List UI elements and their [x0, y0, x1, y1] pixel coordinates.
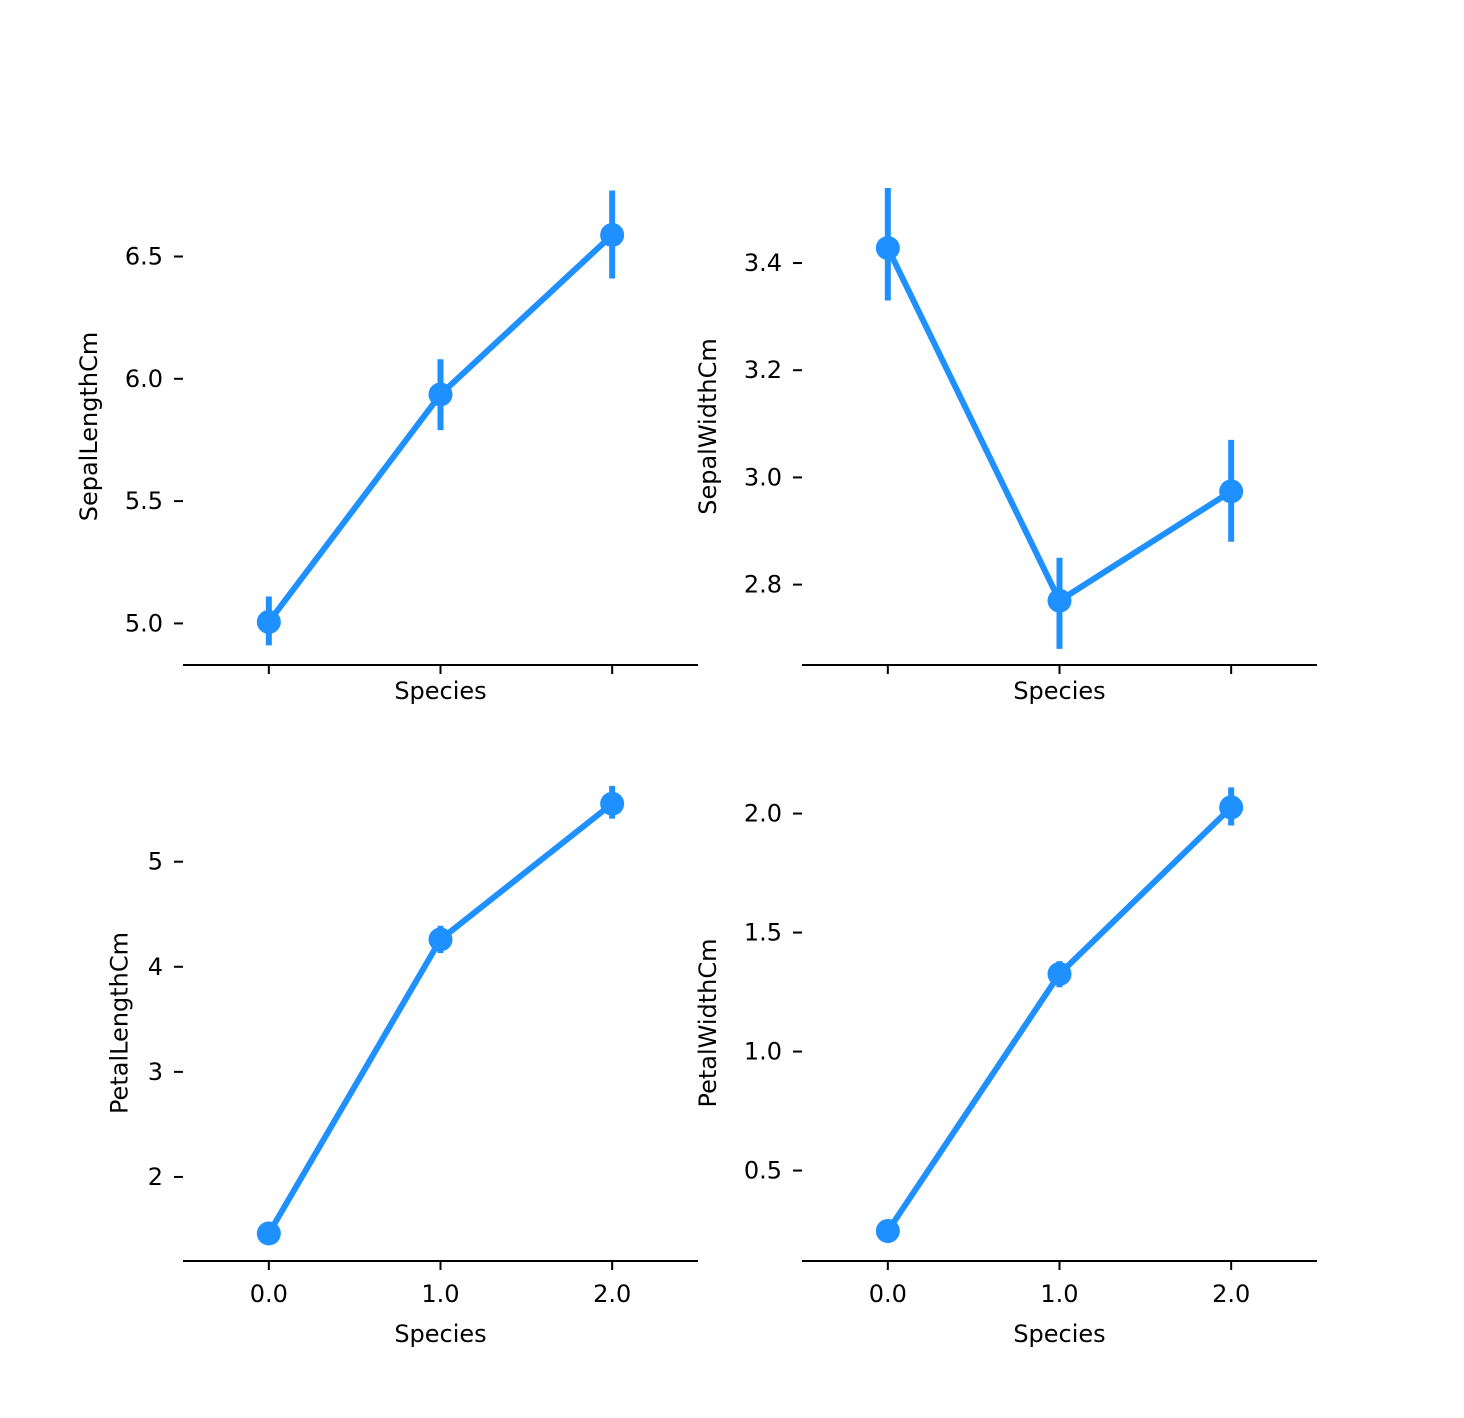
y-tick-label: 4: [148, 953, 163, 981]
y-tick-label: 1.0: [744, 1038, 782, 1066]
y-tick-label: 3.2: [744, 356, 782, 384]
chart-panel-4: 0.0 1.0 2.0 Species 0.5 1.0 1.5 2.0 PetalWidthCm: [694, 787, 1317, 1348]
x-tick-label: 2.0: [593, 1280, 631, 1308]
x-axis-label: Species: [1013, 677, 1105, 705]
data-point: [875, 236, 900, 261]
data-point: [428, 927, 453, 952]
x-tick-label: 2.0: [1212, 1280, 1250, 1308]
data-point: [256, 609, 281, 634]
y-axis-label: SepalLengthCm: [75, 332, 103, 522]
data-point: [1047, 588, 1072, 613]
data-point: [1047, 961, 1072, 986]
x-tick-label: 0.0: [869, 1280, 907, 1308]
y-axis-label: SepalWidthCm: [694, 338, 722, 514]
y-tick-label: 5: [148, 848, 163, 876]
chart-panel-2: Species 2.8 3.0 3.2 3.4 SepalWidthCm: [694, 188, 1317, 705]
x-tick-label: 1.0: [1040, 1280, 1078, 1308]
data-point: [1219, 795, 1244, 820]
data-point: [600, 222, 625, 247]
x-tick-label: 0.0: [250, 1280, 288, 1308]
y-tick-label: 5.0: [125, 609, 163, 637]
chart-panel-1: Species 5.0 5.5 6.0 6.5 SepalLengthCm: [75, 190, 698, 705]
x-axis-label: Species: [394, 1320, 486, 1348]
y-axis-label: PetalWidthCm: [694, 938, 722, 1107]
x-axis-label: Species: [394, 677, 486, 705]
y-tick-label: 1.5: [744, 919, 782, 947]
data-point: [256, 1221, 281, 1246]
y-tick-label: 3: [148, 1058, 163, 1086]
x-tick-label: 1.0: [421, 1280, 459, 1308]
x-axis-label: Species: [1013, 1320, 1105, 1348]
y-tick-label: 2.8: [744, 571, 782, 599]
y-tick-label: 3.4: [744, 249, 782, 277]
y-tick-label: 6.0: [125, 365, 163, 393]
y-tick-label: 5.5: [125, 487, 163, 515]
y-axis-label: PetalLengthCm: [106, 932, 134, 1114]
data-point: [600, 791, 625, 816]
y-tick-label: 2: [148, 1163, 163, 1191]
chart-panel-3: 0.0 1.0 2.0 Species 2 3 4 5 PetalLengthCm: [106, 786, 698, 1348]
data-point: [875, 1219, 900, 1244]
y-tick-label: 2.0: [744, 800, 782, 828]
data-point: [1219, 479, 1244, 504]
data-point: [428, 382, 453, 407]
y-tick-label: 3.0: [744, 463, 782, 491]
y-tick-label: 6.5: [125, 242, 163, 270]
y-tick-label: 0.5: [744, 1157, 782, 1185]
